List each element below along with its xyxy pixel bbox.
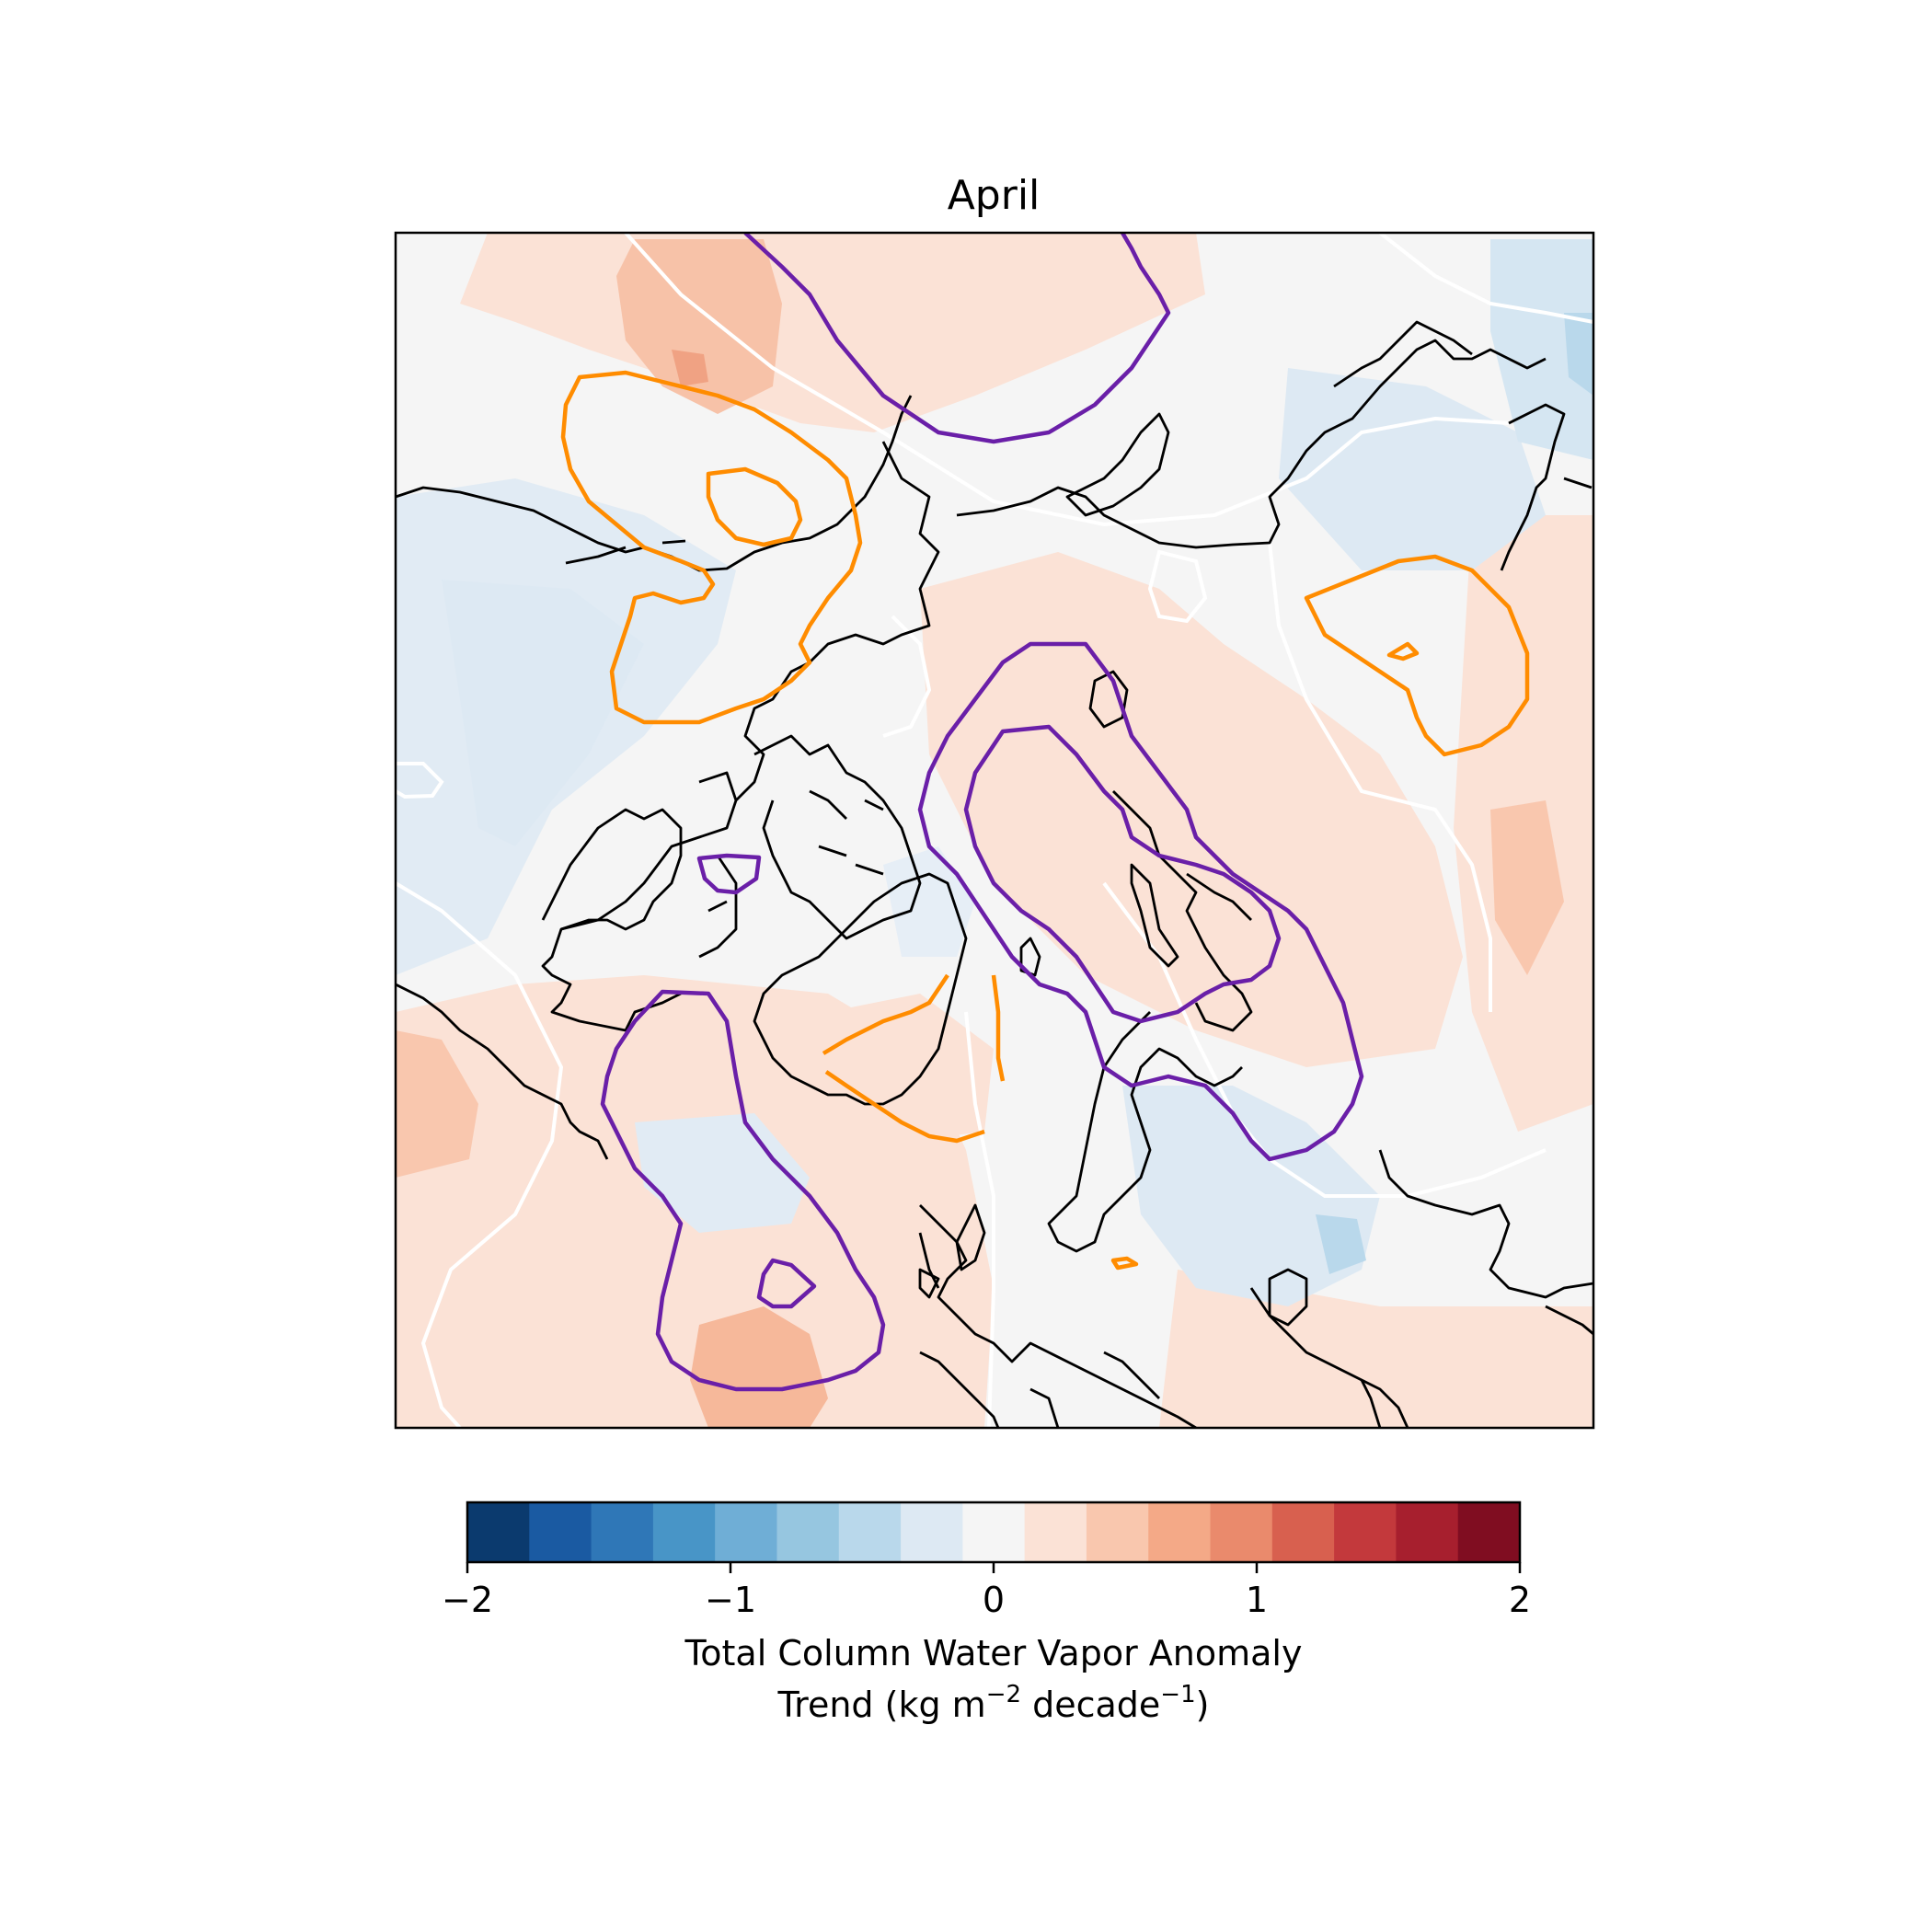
colorbar-segment	[776, 1502, 840, 1562]
label-line2-pre: Trend (kg m	[777, 1685, 986, 1725]
colorbar-segment	[1396, 1502, 1459, 1562]
shade-pos-top-core	[672, 350, 708, 386]
colorbar-tick-label: 0	[983, 1580, 1005, 1620]
anomaly-shading	[396, 233, 1593, 1428]
shade-pos-west	[396, 1030, 478, 1178]
shade-neg-siberia	[1279, 368, 1546, 570]
coast-greenland	[753, 872, 968, 1106]
purple-contours	[600, 233, 1364, 1392]
shade-neg-europe	[1122, 1086, 1380, 1306]
white-contour-5	[1268, 542, 1492, 1012]
purple-contour-west-lobe	[600, 989, 886, 1392]
label-line2-exp2: −1	[1160, 1681, 1195, 1708]
map-title: April	[948, 172, 1041, 219]
colorbar-tick-label: −1	[705, 1580, 756, 1620]
shade-pos-top-strong	[616, 239, 782, 414]
colorbar-tick-label: 2	[1509, 1580, 1531, 1620]
colorbar-segment	[901, 1502, 963, 1562]
colorbar-segment	[652, 1502, 716, 1562]
colorbar-tick-label: 1	[1246, 1580, 1268, 1620]
shade-neg-canada-2	[442, 580, 644, 846]
colorbar-segment	[715, 1502, 777, 1562]
coast-middle-east	[1378, 1149, 1593, 1299]
shade-neg-north-canada	[883, 846, 975, 957]
coast-canada-islands	[753, 734, 922, 940]
colorbar-segment	[467, 1502, 530, 1562]
orange-contours	[560, 370, 1530, 1271]
purple-contour-bottom-small	[756, 1258, 817, 1309]
colorbar-segment	[1148, 1502, 1212, 1562]
shade-neg-northeast-strong	[1564, 313, 1593, 396]
label-line2-exp1: −2	[986, 1681, 1021, 1708]
colorbar-segment	[1457, 1502, 1521, 1562]
coast-british-isles	[918, 1203, 986, 1299]
coast-iberia	[919, 1351, 1160, 1428]
colorbar-segment	[1334, 1502, 1397, 1562]
colorbar-segment	[962, 1502, 1026, 1562]
coast-russia-west	[1112, 790, 1253, 1032]
colorbar-segment	[838, 1502, 902, 1562]
coast-russia-east	[1500, 403, 1593, 571]
colorbar	[466, 1501, 1522, 1573]
white-contour-8	[882, 615, 932, 738]
colorbar-label-line1: Total Column Water Vapor Anomaly	[684, 1633, 1303, 1673]
coast-taimyr	[1065, 412, 1170, 517]
shade-pos-south-strong	[690, 1306, 828, 1428]
shade-pos-southeast	[1159, 1270, 1593, 1428]
white-contour-6	[1147, 549, 1208, 624]
colorbar-segment	[1086, 1502, 1149, 1562]
orange-contour-alaska-inner	[706, 466, 803, 547]
purple-contour-center-inner	[963, 724, 1282, 1024]
shade-pos-east-strong	[1490, 800, 1564, 975]
colorbar-label-line2: Trend (kg m−2 decade−1)	[777, 1681, 1210, 1725]
coast-novaya-zemlya	[1088, 670, 1179, 968]
orange-contour-siberia	[1304, 554, 1530, 757]
label-line2-post: )	[1196, 1685, 1210, 1725]
coast-mediterranean	[1249, 1287, 1409, 1428]
white-contour-2	[1378, 233, 1593, 324]
white-contour-7	[396, 762, 444, 799]
colorbar-segment	[529, 1502, 592, 1562]
white-contour-1	[624, 233, 1510, 527]
shade-neg-atlantic	[635, 1113, 810, 1233]
map-panel	[396, 233, 1593, 1428]
coast-canada-north	[541, 441, 940, 1032]
purple-contour-small	[696, 853, 762, 895]
purple-contour-top	[743, 233, 1171, 444]
map-frame	[394, 231, 1595, 1430]
coastlines	[396, 320, 1593, 1428]
colorbar-segment	[1271, 1502, 1335, 1562]
label-line2-mid: decade	[1021, 1685, 1160, 1725]
orange-contour-siberia-small	[1386, 641, 1420, 661]
shade-neg-europe-strong	[1316, 1214, 1366, 1274]
coast-russia-north	[956, 320, 1547, 549]
coast-japan	[1545, 1305, 1593, 1336]
coast-hudson	[541, 808, 683, 931]
coast-aleutian	[396, 983, 609, 1160]
colorbar-segment	[1024, 1502, 1087, 1562]
white-contour-3	[396, 881, 564, 1428]
colorbar-tick-label: −2	[442, 1580, 493, 1620]
colorbar-segment	[1210, 1502, 1273, 1562]
shade-neg-northeast	[1490, 239, 1593, 460]
white-contour-9	[964, 1011, 995, 1428]
colorbar-ticks: −2 −1 0 1 2	[442, 1580, 1531, 1620]
coast-scandinavia	[1047, 1011, 1243, 1253]
orange-contour-small-europe	[1110, 1256, 1139, 1271]
coast-india	[1360, 1379, 1382, 1428]
purple-contour-center-outer	[917, 641, 1364, 1162]
colorbar-segment	[591, 1502, 654, 1562]
orange-contour-alaska	[560, 370, 863, 725]
orange-contour-greenland	[822, 973, 1006, 1144]
